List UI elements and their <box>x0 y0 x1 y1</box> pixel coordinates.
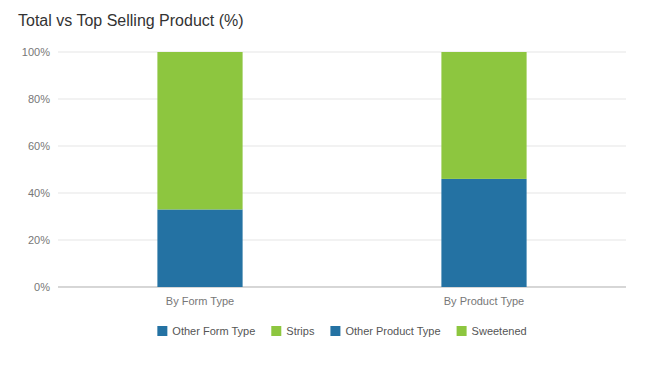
grid-line <box>58 193 626 194</box>
legend-swatch <box>157 326 167 336</box>
y-tick-label: 80% <box>28 93 50 105</box>
y-tick-label: 60% <box>28 140 50 152</box>
legend-swatch <box>457 326 467 336</box>
chart-svg: Total vs Top Selling Product (%) 0% 20% 40%… <box>0 0 650 365</box>
bar-segment <box>441 52 526 179</box>
bars <box>157 52 526 287</box>
grid-line <box>58 287 626 288</box>
x-tick-label: By Product Type <box>444 295 525 307</box>
legend-swatch <box>271 326 281 336</box>
y-axis: 0% 20% 40% 60% 80% 100% <box>22 46 626 293</box>
bar-segment <box>157 209 242 287</box>
y-tick-label: 40% <box>28 187 50 199</box>
legend-label: Other Form Type <box>172 325 255 337</box>
chart-container: Total vs Top Selling Product (%) 0% 20% 40%… <box>0 0 650 365</box>
y-tick-label: 100% <box>22 46 50 58</box>
grid-line <box>58 146 626 147</box>
chart-title: Total vs Top Selling Product (%) <box>18 12 244 29</box>
legend-label: Sweetened <box>472 325 527 337</box>
legend-label: Other Product Type <box>345 325 440 337</box>
x-axis-line <box>58 287 626 288</box>
legend-label: Strips <box>286 325 315 337</box>
y-tick-label: 20% <box>28 234 50 246</box>
grid-line <box>58 52 626 53</box>
legend: Other Form Type Strips Other Product Type S… <box>157 325 526 337</box>
y-tick-label: 0% <box>34 281 50 293</box>
bar-segment <box>157 52 242 209</box>
grid-line <box>58 99 626 100</box>
x-tick-label: By Form Type <box>166 295 234 307</box>
bar-segment <box>441 179 526 287</box>
legend-swatch <box>330 326 340 336</box>
grid-line <box>58 240 626 241</box>
